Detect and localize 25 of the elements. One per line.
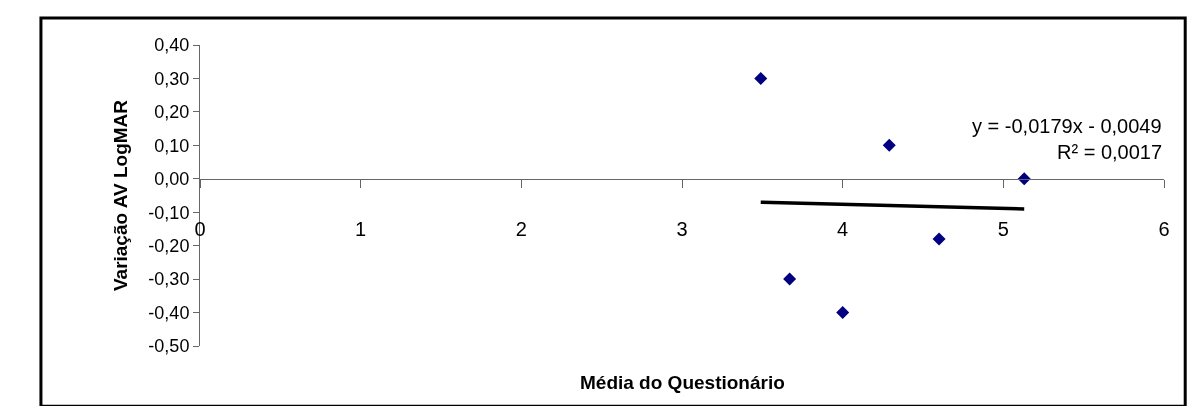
x-tick-label: 5 [997,217,1009,240]
x-tick-label: 4 [837,217,849,240]
y-tick-label: -0,30 [148,269,190,290]
x-tick-label: 6 [1158,217,1170,240]
point [882,138,896,152]
y-tick-label: 0,30 [154,68,190,89]
point [932,232,946,246]
y-tick-label: 0,00 [154,169,190,190]
y-tick-label: 0,20 [154,102,190,123]
annotation: R² = 0,0017 [1057,141,1163,163]
x-tick-label: 1 [355,217,367,240]
y-tick-label: -0,40 [148,302,190,323]
y-axis-title: Variação AV LogMAR [110,99,132,292]
point [836,306,850,320]
y-tick-label: 0,40 [154,35,190,56]
x-axis-title: Média do Questionário [580,372,785,393]
point [754,71,768,85]
y-tick-label: -0,50 [148,336,190,357]
x-tick-label: 3 [676,217,688,240]
y-tick-label: -0,20 [148,235,190,256]
y-tick-label: 0,10 [154,135,190,156]
annotation: y = -0,0179x - 0,0049 [972,115,1162,137]
point [783,272,797,286]
y-tick-label: -0,10 [148,202,190,223]
x-tick-label: 2 [515,217,527,240]
